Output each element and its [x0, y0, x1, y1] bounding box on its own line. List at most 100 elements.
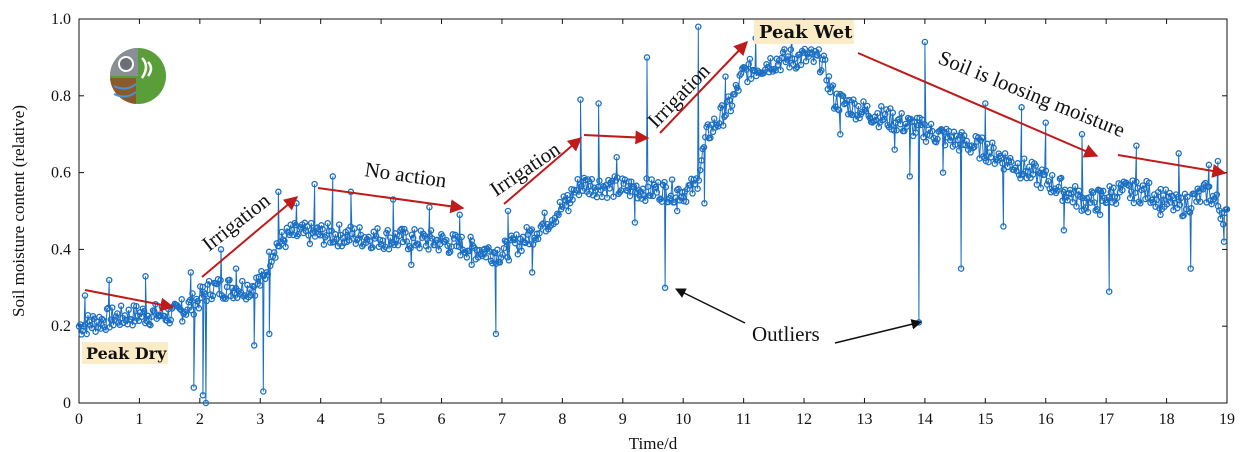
data-point — [898, 110, 905, 117]
data-point — [198, 294, 205, 301]
peak-dry-label: Peak Dry — [86, 344, 167, 363]
y-tick-label: 0.2 — [51, 318, 71, 335]
outlier-point — [468, 261, 475, 269]
data-point — [1088, 188, 1096, 195]
data-point — [676, 197, 684, 204]
data-point — [710, 115, 718, 122]
data-point — [473, 246, 481, 254]
data-point — [1184, 193, 1191, 201]
data-point — [819, 56, 826, 63]
data-point — [847, 110, 854, 117]
data-point — [981, 154, 988, 162]
data-point — [839, 92, 847, 100]
y-tick-label: 0 — [63, 395, 71, 412]
data-point — [518, 247, 525, 255]
x-tick-label: 5 — [377, 411, 385, 428]
data-point — [718, 102, 726, 109]
data-point — [1145, 179, 1153, 187]
data-point — [385, 245, 393, 253]
outlier-point — [178, 296, 185, 303]
data-point — [1092, 207, 1099, 214]
data-point — [1177, 194, 1185, 202]
data-point — [569, 196, 576, 203]
data-point — [1032, 162, 1039, 169]
data-point — [503, 238, 510, 246]
data-point — [814, 52, 821, 59]
outlier-point — [906, 173, 914, 180]
data-point — [696, 166, 704, 174]
x-tick-label: 4 — [317, 411, 325, 428]
data-point — [555, 211, 562, 219]
data-point — [1071, 182, 1079, 190]
data-point — [1041, 171, 1048, 178]
data-point — [890, 127, 898, 134]
data-point — [510, 236, 518, 244]
data-point — [954, 136, 962, 144]
data-point — [969, 144, 977, 152]
data-point — [427, 227, 435, 234]
x-tick-label: 11 — [736, 411, 751, 428]
data-point — [644, 183, 652, 190]
irrigation-label-3: Irrigation — [642, 58, 715, 132]
x-tick-label: 15 — [977, 411, 993, 428]
data-point — [1057, 174, 1065, 182]
data-point — [489, 259, 496, 267]
data-point — [114, 310, 121, 317]
data-point — [108, 304, 116, 311]
data-point — [85, 318, 93, 325]
arrow-outlier-left — [675, 288, 746, 324]
data-point — [959, 141, 967, 148]
data-point — [221, 294, 228, 301]
data-point — [200, 289, 208, 296]
data-point — [1006, 154, 1014, 162]
arrow-peak-dry-trend — [84, 289, 175, 312]
data-point — [1168, 192, 1176, 200]
outlier-point — [105, 276, 113, 284]
y-axis-label: Soil moisture content (relative) — [9, 105, 28, 317]
data-point — [320, 241, 328, 248]
data-point — [642, 197, 649, 205]
data-point — [559, 203, 566, 210]
data-point — [256, 282, 264, 289]
data-point — [318, 222, 325, 229]
data-point — [144, 312, 152, 320]
data-point — [821, 56, 829, 63]
data-point — [1112, 200, 1120, 207]
data-point — [908, 118, 916, 126]
outlier-point — [661, 284, 669, 292]
data-point — [251, 292, 259, 299]
data-point — [936, 127, 944, 134]
data-point — [399, 238, 407, 246]
data-point — [1217, 215, 1224, 223]
data-point — [700, 143, 708, 151]
data-point — [1004, 163, 1011, 171]
data-point — [157, 312, 164, 320]
data-point — [1110, 184, 1117, 192]
data-point — [1048, 171, 1056, 179]
data-point — [282, 243, 289, 251]
data-point — [846, 96, 853, 104]
data-point — [856, 114, 863, 122]
data-point — [513, 231, 520, 238]
data-point — [449, 231, 456, 238]
data-point — [281, 237, 288, 245]
data-point — [960, 132, 968, 139]
outlier-point — [1000, 223, 1007, 230]
outlier-point — [1078, 130, 1086, 138]
data-point — [93, 318, 101, 325]
x-tick-label: 18 — [1159, 411, 1175, 428]
data-point — [649, 192, 657, 200]
data-point — [596, 177, 603, 184]
data-point — [179, 318, 186, 325]
data-point — [107, 316, 115, 323]
data-point — [668, 176, 676, 183]
outlier-point — [1187, 265, 1194, 272]
outlier-point — [1214, 157, 1222, 165]
data-point — [190, 311, 198, 318]
arrow-irrigation-1 — [201, 196, 299, 278]
data-point — [985, 158, 992, 166]
data-point — [315, 230, 323, 238]
data-point — [401, 225, 408, 233]
data-point — [402, 229, 409, 236]
data-point — [467, 233, 474, 241]
